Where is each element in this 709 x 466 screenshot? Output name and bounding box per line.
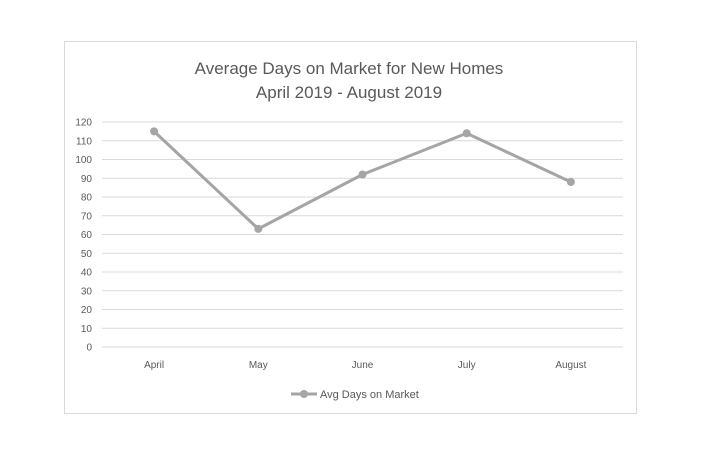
- chart-frame: [64, 41, 637, 414]
- y-tick-label: 10: [81, 324, 93, 335]
- series-layer: [150, 127, 575, 233]
- x-axis-ticks: April May June July August: [144, 360, 587, 371]
- legend-point-marker: [300, 390, 308, 398]
- x-tick-label: June: [352, 360, 374, 371]
- data-point: [462, 129, 471, 138]
- data-point: [254, 224, 263, 233]
- chart-subtitle: April 2019 - August 2019: [256, 83, 442, 102]
- legend-label: Avg Days on Market: [320, 389, 419, 401]
- y-tick-label: 60: [81, 230, 93, 241]
- chart-title: Average Days on Market for New Homes: [195, 59, 504, 78]
- x-tick-label: July: [458, 360, 476, 371]
- y-tick-label: 120: [75, 118, 92, 129]
- legend: Avg Days on Market: [291, 389, 419, 401]
- y-tick-label: 90: [81, 174, 93, 185]
- series-line: [153, 130, 572, 231]
- y-tick-label: 80: [81, 193, 93, 204]
- y-tick-label: 50: [81, 249, 93, 260]
- data-point: [566, 178, 575, 186]
- y-tick-label: 20: [81, 305, 93, 316]
- y-tick-label: 70: [81, 211, 93, 222]
- y-tick-label: 110: [76, 136, 92, 147]
- y-tick-label: 0: [86, 343, 92, 354]
- x-tick-label: August: [555, 360, 586, 371]
- x-tick-label: May: [249, 360, 268, 371]
- data-point: [150, 127, 159, 136]
- y-axis-ticks: 0 10 20 30 40 50 60 70 80 90 100 110 120: [75, 118, 92, 354]
- x-tick-label: April: [144, 360, 164, 371]
- y-tick-label: 30: [81, 286, 93, 297]
- y-tick-label: 100: [75, 155, 92, 166]
- y-tick-label: 40: [81, 268, 93, 279]
- data-point: [358, 170, 367, 179]
